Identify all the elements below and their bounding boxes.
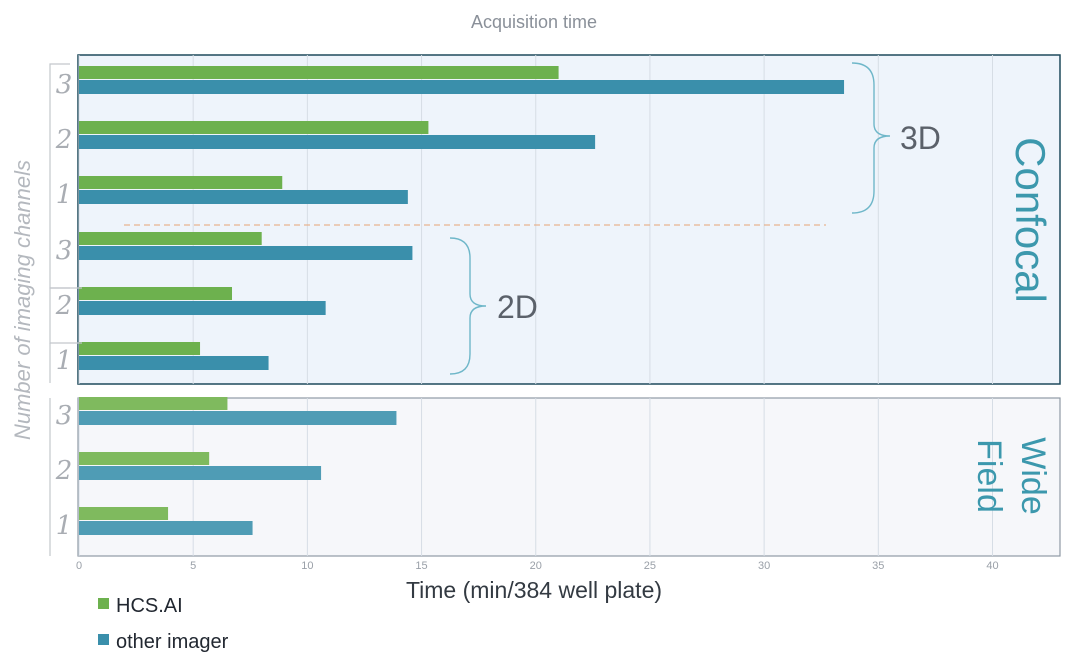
bar-other-confocal-3d-3 bbox=[79, 80, 845, 94]
channel-label-widefield-3: 3 bbox=[56, 401, 73, 431]
bar-other-confocal-3d-1 bbox=[79, 190, 408, 204]
group-label-3d: 3D bbox=[900, 120, 941, 156]
channel-label-confocal-2d-2: 2 bbox=[55, 291, 73, 321]
bar-hcs-widefield-3 bbox=[79, 397, 228, 410]
bar-hcs-confocal-3d-2 bbox=[79, 121, 429, 134]
x-tick-label-6: 30 bbox=[758, 560, 770, 572]
y-axis-label: Number of imaging channels bbox=[10, 160, 35, 440]
x-tick-label-5: 25 bbox=[644, 560, 656, 572]
gridlines bbox=[78, 55, 993, 556]
bar-other-confocal-3d-2 bbox=[79, 135, 596, 149]
bar-other-confocal-2d-3 bbox=[79, 246, 413, 260]
legend-swatch-other bbox=[98, 634, 109, 645]
x-tick-label-3: 15 bbox=[415, 560, 427, 572]
brace-3d bbox=[851, 62, 891, 214]
legend-label-other: other imager bbox=[116, 631, 229, 653]
channel-label-widefield-2: 2 bbox=[55, 456, 73, 486]
x-tick-label-0: 0 bbox=[76, 560, 82, 572]
legend: HCS.AI other imager bbox=[98, 595, 229, 653]
bar-hcs-confocal-2d-1 bbox=[79, 342, 201, 355]
bar-other-widefield-3 bbox=[79, 411, 397, 425]
brace-2d bbox=[449, 237, 487, 375]
bar-other-confocal-2d-1 bbox=[79, 356, 269, 370]
channel-label-confocal-3d-3: 3 bbox=[56, 70, 73, 100]
bar-hcs-confocal-2d-2 bbox=[79, 287, 233, 300]
bar-hcs-widefield-2 bbox=[79, 452, 210, 465]
legend-label-hcs: HCS.AI bbox=[116, 595, 183, 617]
x-tick-label-4: 20 bbox=[530, 560, 542, 572]
x-tick-label-1: 5 bbox=[190, 560, 196, 572]
x-tick-label-7: 35 bbox=[872, 560, 884, 572]
x-axis-ticks: 0 5 10 15 20 25 30 35 40 bbox=[76, 560, 999, 572]
y-axis-brackets bbox=[49, 63, 82, 556]
bar-hcs-confocal-3d-1 bbox=[79, 176, 283, 189]
chart-title: Acquisition time bbox=[471, 12, 597, 32]
bar-other-widefield-2 bbox=[79, 466, 322, 480]
panel-label-confocal: Confocal bbox=[1007, 137, 1054, 303]
channel-label-confocal-2d-3: 3 bbox=[56, 236, 73, 266]
bar-hcs-widefield-1 bbox=[79, 507, 169, 520]
x-axis-label: Time (min/384 well plate) bbox=[406, 577, 662, 603]
confocal-panel-bg bbox=[77, 54, 1061, 385]
bracket-2d bbox=[49, 287, 82, 344]
bar-other-confocal-2d-2 bbox=[79, 301, 326, 315]
bar-hcs-confocal-2d-3 bbox=[79, 232, 262, 245]
channel-label-confocal-2d-1: 1 bbox=[56, 346, 73, 376]
channel-label-confocal-3d-2: 2 bbox=[55, 125, 73, 155]
panel-label-wide: Wide bbox=[1014, 437, 1052, 514]
legend-swatch-hcs bbox=[98, 598, 109, 609]
bar-hcs-confocal-3d-3 bbox=[79, 66, 559, 79]
y-axis-category-labels: 3 2 1 3 2 1 3 2 1 bbox=[55, 70, 73, 541]
channel-label-widefield-1: 1 bbox=[56, 511, 73, 541]
bar-other-widefield-1 bbox=[79, 521, 253, 535]
x-tick-label-8: 40 bbox=[986, 560, 998, 572]
bars bbox=[79, 66, 845, 535]
channel-label-confocal-3d-1: 1 bbox=[56, 180, 73, 210]
x-tick-label-2: 10 bbox=[301, 560, 313, 572]
group-label-2d: 2D bbox=[497, 289, 538, 325]
panel-label-field: Field bbox=[970, 439, 1008, 513]
confocal-panel bbox=[77, 54, 1061, 385]
